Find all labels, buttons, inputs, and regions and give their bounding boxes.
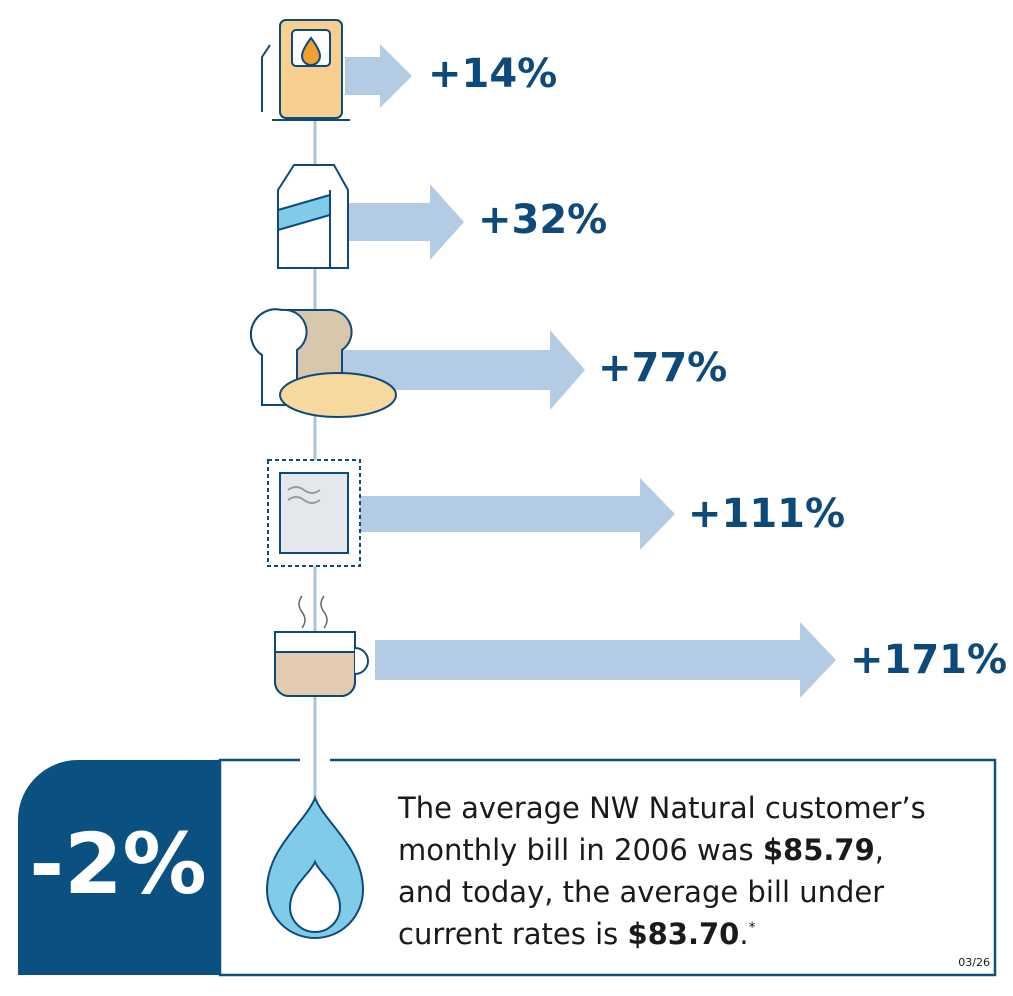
arrow bbox=[355, 478, 675, 550]
flame-icon bbox=[265, 795, 365, 939]
arrow bbox=[375, 622, 836, 698]
cup-icon bbox=[274, 595, 369, 697]
callout-line: The average NW Natural customer’s bbox=[397, 791, 926, 825]
callout-line: and today, the average bill under bbox=[398, 875, 884, 909]
change-label: +77% bbox=[598, 345, 727, 391]
footnote-mark: * bbox=[749, 920, 756, 936]
text-run: $85.79 bbox=[763, 833, 875, 867]
text-run: current rates is bbox=[398, 917, 627, 951]
arrow bbox=[345, 184, 464, 260]
gas-pump-icon bbox=[261, 19, 350, 121]
callout-text: The average NW Natural customer’s monthly… bbox=[397, 791, 926, 951]
callout-border bbox=[218, 758, 997, 977]
footnote: 03/26 bbox=[958, 956, 990, 969]
bread-icon bbox=[249, 308, 397, 418]
arrows bbox=[340, 44, 836, 698]
milk-icon bbox=[277, 164, 349, 269]
callout-badge bbox=[18, 760, 220, 975]
arrow bbox=[340, 330, 585, 410]
text-run: $83.70 bbox=[627, 917, 739, 951]
callout-line: current rates is $83.70.* bbox=[398, 917, 756, 951]
change-label: +32% bbox=[478, 197, 607, 243]
change-label: +14% bbox=[428, 51, 557, 97]
text-run: The average NW Natural customer’s bbox=[397, 791, 926, 825]
text-run: , bbox=[875, 833, 884, 867]
text-run: and today, the average bill under bbox=[398, 875, 884, 909]
stamp-icon bbox=[267, 459, 361, 567]
text-run: . bbox=[739, 917, 748, 951]
arrow bbox=[345, 44, 412, 108]
text-run: monthly bill in 2006 was bbox=[398, 833, 763, 867]
change-label: +111% bbox=[688, 491, 845, 537]
callout-line: monthly bill in 2006 was $85.79, bbox=[398, 833, 884, 867]
callout-value: -2% bbox=[29, 815, 206, 913]
change-label: +171% bbox=[850, 637, 1007, 683]
